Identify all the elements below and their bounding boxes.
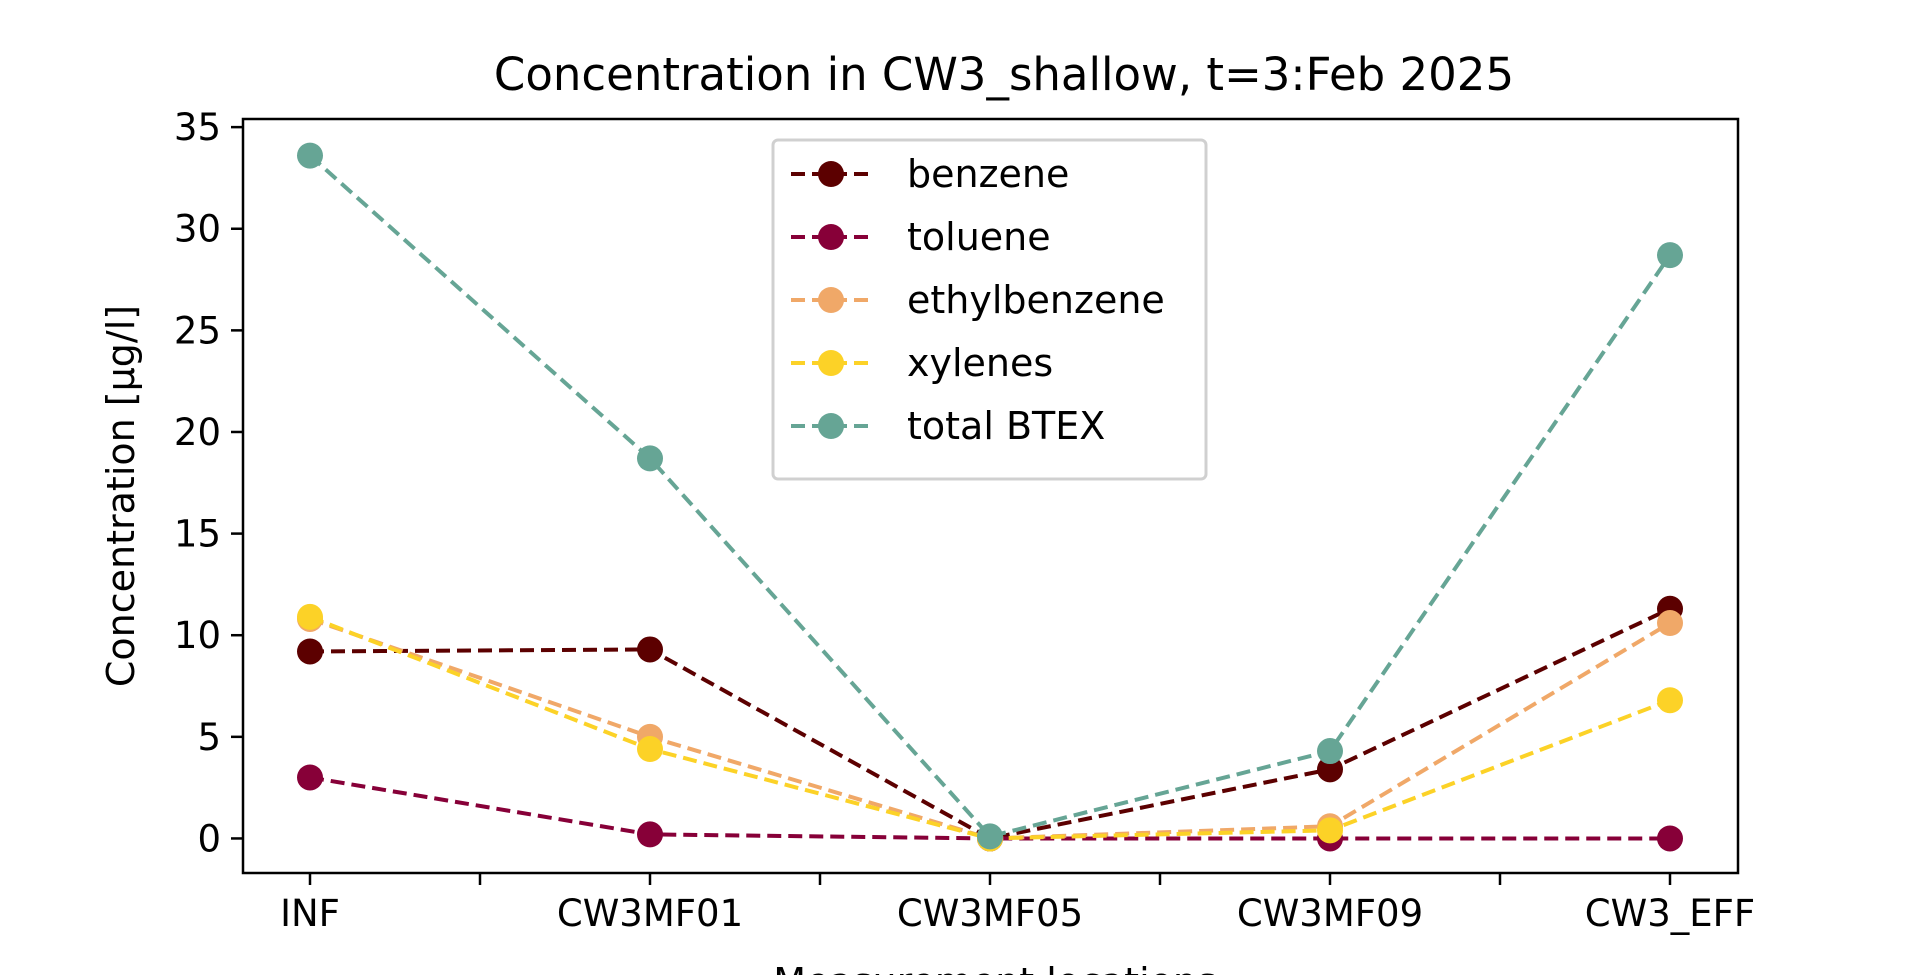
y-axis-label: Concentration [µg/l]: [99, 305, 143, 687]
x-tick-label: CW3MF01: [557, 892, 743, 935]
series-line: [308, 154, 1672, 839]
chart-title: Concentration in CW3_shallow, t=3:Feb 20…: [494, 48, 1514, 101]
legend-label: toluene: [907, 215, 1051, 259]
y-tick-label: 0: [197, 817, 221, 860]
legend-marker: [818, 161, 844, 187]
data-point: [297, 764, 323, 791]
y-tick-label: 10: [174, 614, 221, 657]
legend-label: xylenes: [907, 341, 1053, 385]
data-point: [1317, 817, 1343, 844]
data-point: [1657, 610, 1683, 637]
y-tick-label: 20: [174, 411, 221, 454]
y-tick-label: 30: [174, 208, 221, 251]
data-point: [297, 603, 323, 630]
legend-label: ethylbenzene: [907, 278, 1165, 322]
legend-marker: [818, 350, 844, 376]
x-tick-label: CW3MF09: [1237, 892, 1423, 935]
y-tick-label: 25: [174, 309, 221, 352]
x-tick-label: CW3MF05: [897, 892, 1083, 935]
data-point: [1657, 687, 1683, 714]
x-tick-label: CW3_EFF: [1585, 892, 1755, 935]
legend-marker: [818, 287, 844, 313]
data-point: [637, 636, 663, 663]
data-point: [1657, 242, 1683, 269]
y-tick-label: 5: [197, 716, 221, 759]
series-line: [309, 617, 1672, 841]
legend-box: [771, 138, 1208, 481]
legend-label: benzene: [907, 152, 1069, 196]
data-point: [637, 736, 663, 763]
series-line: [309, 606, 1671, 841]
y-tick-label: 35: [174, 106, 221, 149]
data-point: [977, 823, 1003, 850]
data-point: [297, 638, 323, 665]
y-tick-label: 15: [174, 513, 221, 556]
legend-label: total BTEX: [907, 404, 1105, 448]
legend-marker: [818, 413, 844, 439]
series-line: [309, 615, 1671, 841]
data-point: [1657, 825, 1683, 852]
data-point: [297, 142, 323, 169]
data-point: [1317, 738, 1343, 765]
data-point: [1317, 756, 1343, 783]
legend-marker: [818, 224, 844, 250]
x-tick-label: INF: [280, 892, 340, 935]
data-point: [637, 445, 663, 472]
data-point: [637, 821, 663, 848]
x-axis-label: Measurement locations: [773, 960, 1217, 975]
